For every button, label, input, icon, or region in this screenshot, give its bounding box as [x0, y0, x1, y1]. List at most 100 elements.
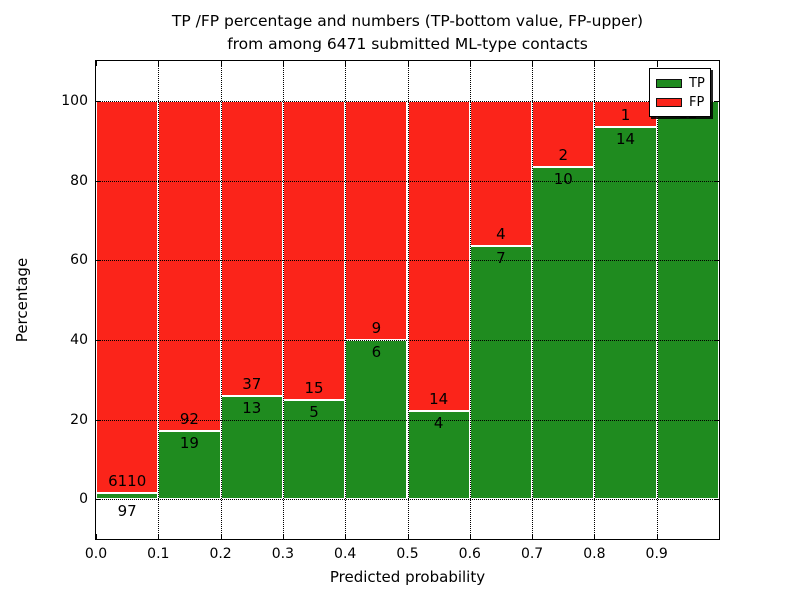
- x-tick-label: 0.4: [334, 546, 357, 562]
- bar-fp-count-label: 6110: [108, 471, 147, 490]
- bar-fp-segment: [532, 100, 595, 168]
- bar-tp-count-label: 97: [117, 502, 137, 521]
- bar-tp-segment: [96, 492, 159, 500]
- legend-fp-swatch: [656, 98, 682, 107]
- bar-fp-count-label: 14: [429, 389, 449, 408]
- x-tick-label: 0.9: [645, 546, 668, 562]
- x-tick: [220, 534, 222, 539]
- y-tick: [96, 260, 101, 262]
- bar-tp-segment: [532, 167, 595, 500]
- bar-tp-count-label: 7: [496, 248, 506, 267]
- y-tick: [96, 419, 101, 421]
- bar-fp-count-label: 4: [496, 224, 506, 243]
- bar-tp-segment: [407, 410, 470, 500]
- bar-tp-segment: [282, 399, 346, 500]
- x-tick: [345, 61, 347, 66]
- y-tick: [714, 419, 719, 421]
- plot-canvas: TP FP 61109792193713155961444721011412: [96, 61, 719, 539]
- x-gridline: [469, 61, 471, 539]
- legend-fp-label: FP: [689, 95, 705, 110]
- x-gridline: [656, 61, 658, 539]
- x-tick: [158, 534, 160, 539]
- x-tick: [345, 534, 347, 539]
- chart-title-line1: TP /FP percentage and numbers (TP-bottom…: [171, 12, 644, 30]
- x-tick: [594, 61, 596, 66]
- bar-tp-count-label: 6: [371, 342, 382, 361]
- bar-tp-segment: [594, 127, 657, 500]
- x-tick: [158, 61, 160, 66]
- x-tick: [282, 534, 284, 539]
- legend-tp-label: TP: [689, 76, 705, 91]
- bar-fp-count-label: 1: [620, 106, 631, 125]
- bar-tp-segment: [469, 245, 533, 500]
- y-tick: [714, 339, 719, 341]
- bar-fp-segment: [96, 100, 159, 493]
- x-tick-label: 0.3: [271, 546, 295, 562]
- x-tick-label: 0.5: [396, 546, 419, 562]
- bar-fp-count-label: 15: [304, 378, 324, 397]
- bar-fp-segment: [345, 100, 408, 340]
- legend-item-fp: FP: [656, 93, 704, 112]
- y-tick-label: 40: [70, 331, 88, 348]
- y-tick: [714, 180, 719, 182]
- chart-title-line2: from among 6471 submitted ML-type contac…: [227, 35, 588, 53]
- y-tick: [96, 339, 101, 341]
- x-tick-label: 0.0: [84, 546, 108, 562]
- legend: TP FP: [649, 68, 711, 117]
- bar-tp-count-label: 13: [242, 398, 262, 417]
- x-gridline: [282, 61, 284, 539]
- x-tick: [96, 61, 97, 66]
- bar-fp-segment: [469, 100, 533, 246]
- bar-tp-count-label: 19: [179, 433, 199, 452]
- chart-title: TP /FP percentage and numbers (TP-bottom…: [96, 10, 719, 56]
- y-tick: [96, 499, 101, 501]
- x-gridline: [532, 61, 534, 539]
- x-tick: [220, 61, 222, 66]
- bar-tp-segment: [345, 339, 408, 500]
- y-tick: [714, 100, 719, 102]
- y-axis-label: Percentage: [13, 257, 31, 343]
- x-tick: [532, 534, 534, 539]
- legend-tp-swatch: [656, 79, 682, 88]
- x-tick-label: 0.6: [458, 546, 481, 562]
- x-tick: [96, 534, 97, 539]
- y-tick-label: 0: [79, 491, 88, 508]
- x-axis-label: Predicted probability: [329, 568, 486, 586]
- x-tick-label: 0.8: [583, 546, 606, 562]
- y-tick-label: 20: [70, 411, 88, 428]
- y-tick: [714, 260, 719, 262]
- x-tick-label: 0.2: [209, 546, 232, 562]
- y-tick-label: 60: [70, 252, 88, 269]
- bar-tp-segment: [220, 395, 283, 500]
- y-tick-label: 100: [61, 92, 88, 109]
- plot-area: TP FP 61109792193713155961444721011412: [95, 60, 720, 540]
- legend-item-tp: TP: [656, 74, 705, 93]
- y-tick-label: 80: [70, 172, 88, 189]
- x-gridline: [345, 61, 347, 539]
- x-tick: [407, 534, 409, 539]
- y-tick: [714, 499, 719, 501]
- x-gridline: [220, 61, 222, 539]
- x-tick: [469, 534, 471, 539]
- bar-fp-segment: [220, 100, 283, 396]
- x-tick: [282, 61, 284, 66]
- bar-fp-count-label: 9: [371, 318, 382, 337]
- x-tick: [469, 61, 471, 66]
- bar-fp-segment: [407, 100, 470, 411]
- x-tick-label: 0.7: [520, 546, 544, 562]
- bar-tp-count-label: 4: [433, 413, 444, 432]
- y-tick: [96, 100, 101, 102]
- x-gridline: [407, 61, 409, 539]
- bar-tp-count-label: 14: [616, 130, 636, 149]
- x-tick-label: 0.1: [147, 546, 170, 562]
- x-tick: [532, 61, 534, 66]
- bar-fp-segment: [158, 100, 221, 431]
- bar-fp-count-label: 2: [558, 146, 569, 165]
- bar-tp-segment: [656, 100, 719, 500]
- bar-fp-segment: [282, 100, 346, 400]
- bar-tp-count-label: 5: [309, 402, 319, 421]
- x-tick: [656, 61, 658, 66]
- x-gridline: [158, 61, 160, 539]
- bar-fp-count-label: 92: [179, 409, 199, 428]
